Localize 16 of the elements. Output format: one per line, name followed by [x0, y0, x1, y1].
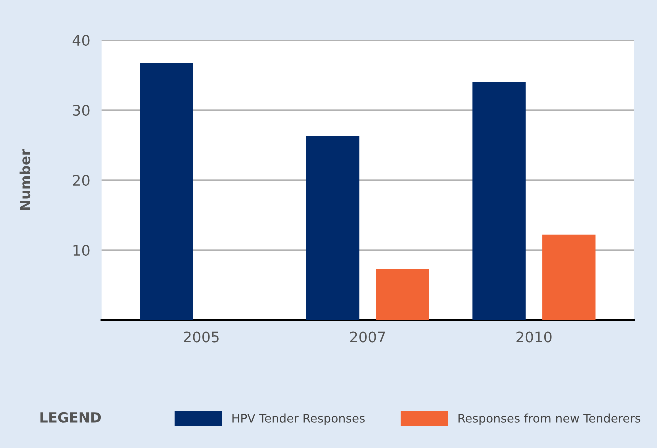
- legend-title: LEGEND: [40, 412, 102, 423]
- legend-label: HPV Tender Responses: [232, 414, 365, 426]
- y-tick-label: 40: [72, 35, 90, 46]
- bar: [306, 136, 360, 320]
- y-axis-title: Number: [20, 149, 31, 210]
- x-tick-label: 2005: [184, 332, 219, 343]
- bar: [140, 63, 194, 320]
- bar: [542, 234, 596, 320]
- legend-label: Responses from new Tenderers: [458, 414, 641, 426]
- y-tick-label: 10: [74, 245, 90, 256]
- x-tick-label: 2007: [350, 332, 386, 343]
- y-tick-label: 20: [73, 175, 90, 186]
- bar: [472, 82, 526, 320]
- bar: [376, 269, 430, 320]
- y-tick-label: 30: [73, 105, 90, 116]
- x-tick-label: 2010: [516, 332, 552, 343]
